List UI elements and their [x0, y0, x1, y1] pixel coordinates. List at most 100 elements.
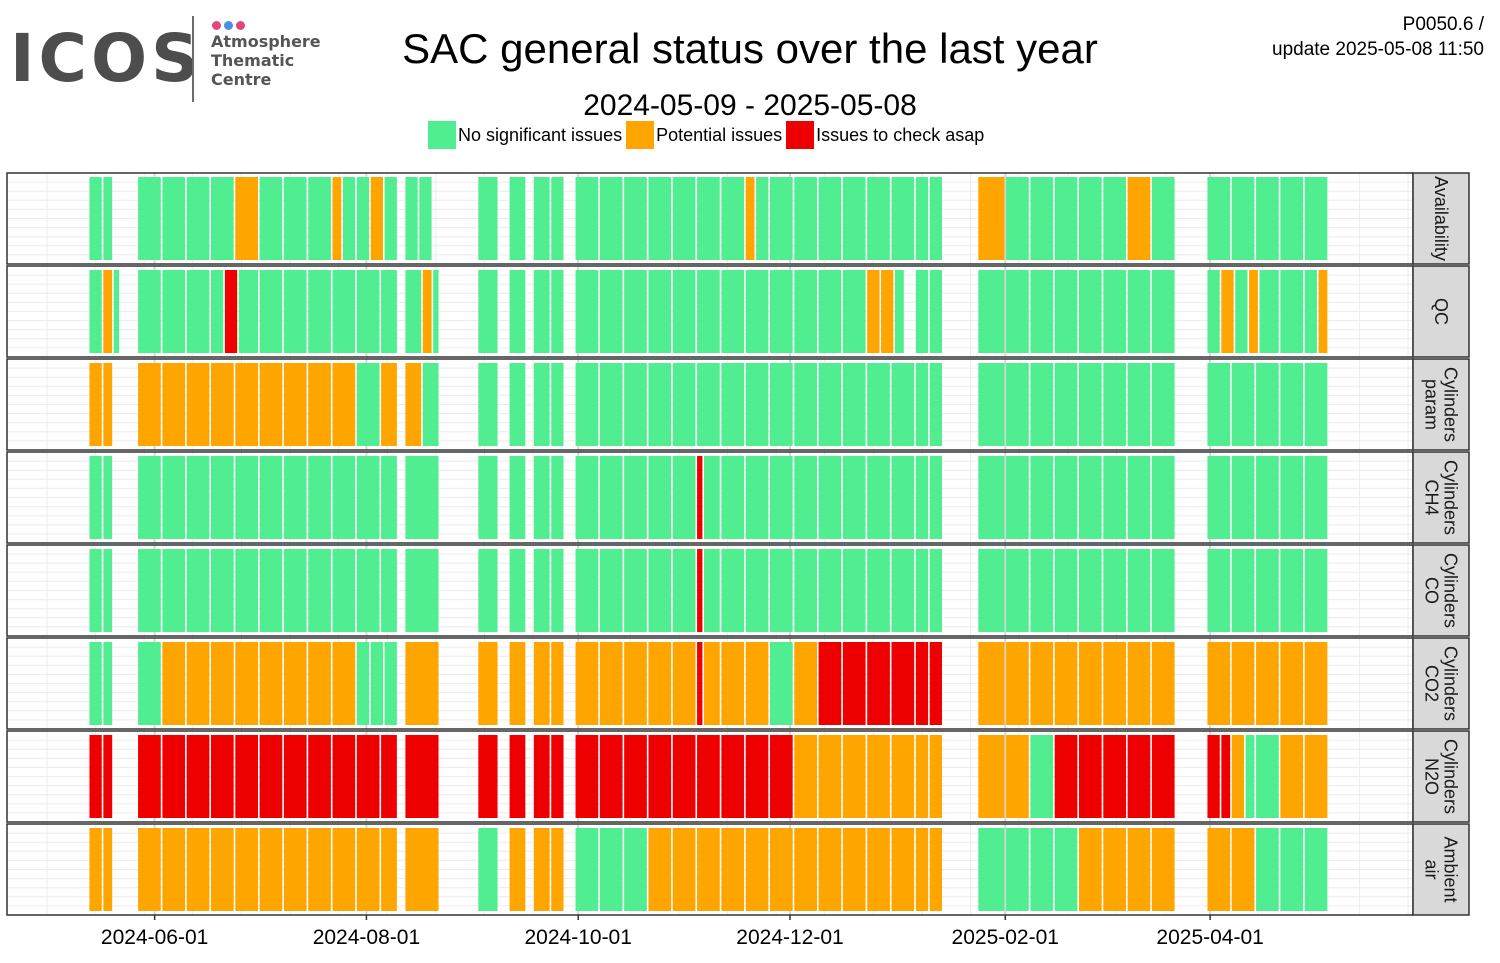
status-bar	[624, 549, 647, 632]
status-bar	[1207, 270, 1220, 353]
legend-label: No significant issues	[458, 124, 623, 145]
update-timestamp: update 2025-05-08 11:50	[1272, 39, 1484, 60]
status-bar	[978, 177, 1005, 260]
status-bar	[103, 456, 113, 539]
status-bar	[1127, 828, 1151, 911]
status-bar	[138, 735, 161, 818]
status-bar	[769, 549, 793, 632]
facet-label: Availability	[1431, 176, 1451, 261]
status-bar	[551, 549, 564, 632]
status-bar	[978, 549, 1005, 632]
status-bar	[405, 549, 439, 632]
status-bar	[162, 549, 186, 632]
status-bar	[283, 828, 307, 911]
status-bar	[1030, 828, 1054, 911]
status-bar	[1030, 735, 1054, 818]
status-bar	[1006, 735, 1029, 818]
facet-label-line: Cylinders	[1441, 460, 1461, 535]
status-bar	[308, 270, 331, 353]
status-bar	[1304, 828, 1328, 911]
logo-divider	[192, 16, 194, 102]
facet-label-line: Ambient	[1441, 836, 1461, 902]
status-bar	[162, 642, 186, 725]
status-bar	[356, 828, 380, 911]
facet-strip	[1412, 730, 1470, 823]
x-tick-label: 2024-12-01	[736, 926, 843, 949]
status-bar	[769, 363, 793, 446]
status-bar	[332, 642, 356, 725]
status-bar	[259, 549, 283, 632]
status-bar	[704, 642, 720, 725]
status-bar	[624, 456, 647, 539]
icos-logo: ICOS Atmosphere Thematic Centre	[10, 14, 330, 106]
status-bar	[103, 270, 113, 353]
status-bar	[210, 456, 234, 539]
status-bar	[915, 363, 929, 446]
status-bar	[1078, 456, 1102, 539]
status-bar	[384, 177, 397, 260]
status-bar	[308, 363, 331, 446]
status-bar	[89, 177, 102, 260]
status-bar	[103, 177, 113, 260]
status-bar	[867, 270, 880, 353]
status-bar	[162, 828, 186, 911]
status-bar	[894, 270, 904, 353]
status-bar	[1151, 270, 1175, 353]
status-bar	[648, 363, 672, 446]
status-bar	[89, 735, 102, 818]
status-bar	[929, 456, 942, 539]
facet-strip	[1412, 544, 1470, 637]
status-bar	[533, 363, 550, 446]
status-bar	[672, 177, 696, 260]
status-bar	[842, 456, 866, 539]
status-bar	[332, 270, 356, 353]
status-bar	[697, 735, 720, 818]
status-bar	[478, 642, 498, 725]
status-bar	[1030, 456, 1054, 539]
status-bar	[381, 270, 397, 353]
status-bar	[186, 735, 210, 818]
status-bar	[624, 735, 647, 818]
status-bar	[575, 642, 599, 725]
status-bar	[509, 456, 526, 539]
status-bar	[599, 363, 623, 446]
facet-strip	[1412, 637, 1470, 730]
status-bar	[867, 549, 890, 632]
status-bar	[1256, 735, 1279, 818]
status-bar	[1304, 456, 1328, 539]
status-bar	[915, 177, 929, 260]
status-bar	[478, 270, 498, 353]
status-bar	[210, 735, 234, 818]
facet-label-line: QC	[1431, 298, 1451, 325]
status-bar	[704, 456, 720, 539]
status-bar	[186, 456, 210, 539]
status-bar	[842, 177, 866, 260]
status-bar	[818, 549, 842, 632]
status-bar	[842, 642, 866, 725]
status-bar	[332, 456, 356, 539]
status-bar	[599, 642, 623, 725]
status-bar	[342, 177, 356, 260]
x-tick-label: 2024-10-01	[525, 926, 632, 949]
status-bar	[103, 642, 113, 725]
status-bar	[138, 270, 161, 353]
status-bar	[818, 456, 842, 539]
status-bar	[1280, 828, 1304, 911]
status-bar	[1103, 828, 1126, 911]
status-bar	[1151, 363, 1175, 446]
status-bar	[551, 177, 564, 260]
status-bar	[509, 828, 526, 911]
status-bar	[1231, 642, 1255, 725]
status-bar	[1103, 642, 1126, 725]
status-bar	[1231, 828, 1255, 911]
status-bar	[356, 642, 370, 725]
status-bar	[745, 642, 769, 725]
status-bar	[745, 828, 769, 911]
status-bar	[697, 177, 720, 260]
status-bar	[551, 363, 564, 446]
status-bar	[533, 549, 550, 632]
status-bar	[672, 828, 696, 911]
status-bar	[575, 363, 599, 446]
status-bar	[235, 828, 258, 911]
legend-swatch	[626, 121, 655, 149]
